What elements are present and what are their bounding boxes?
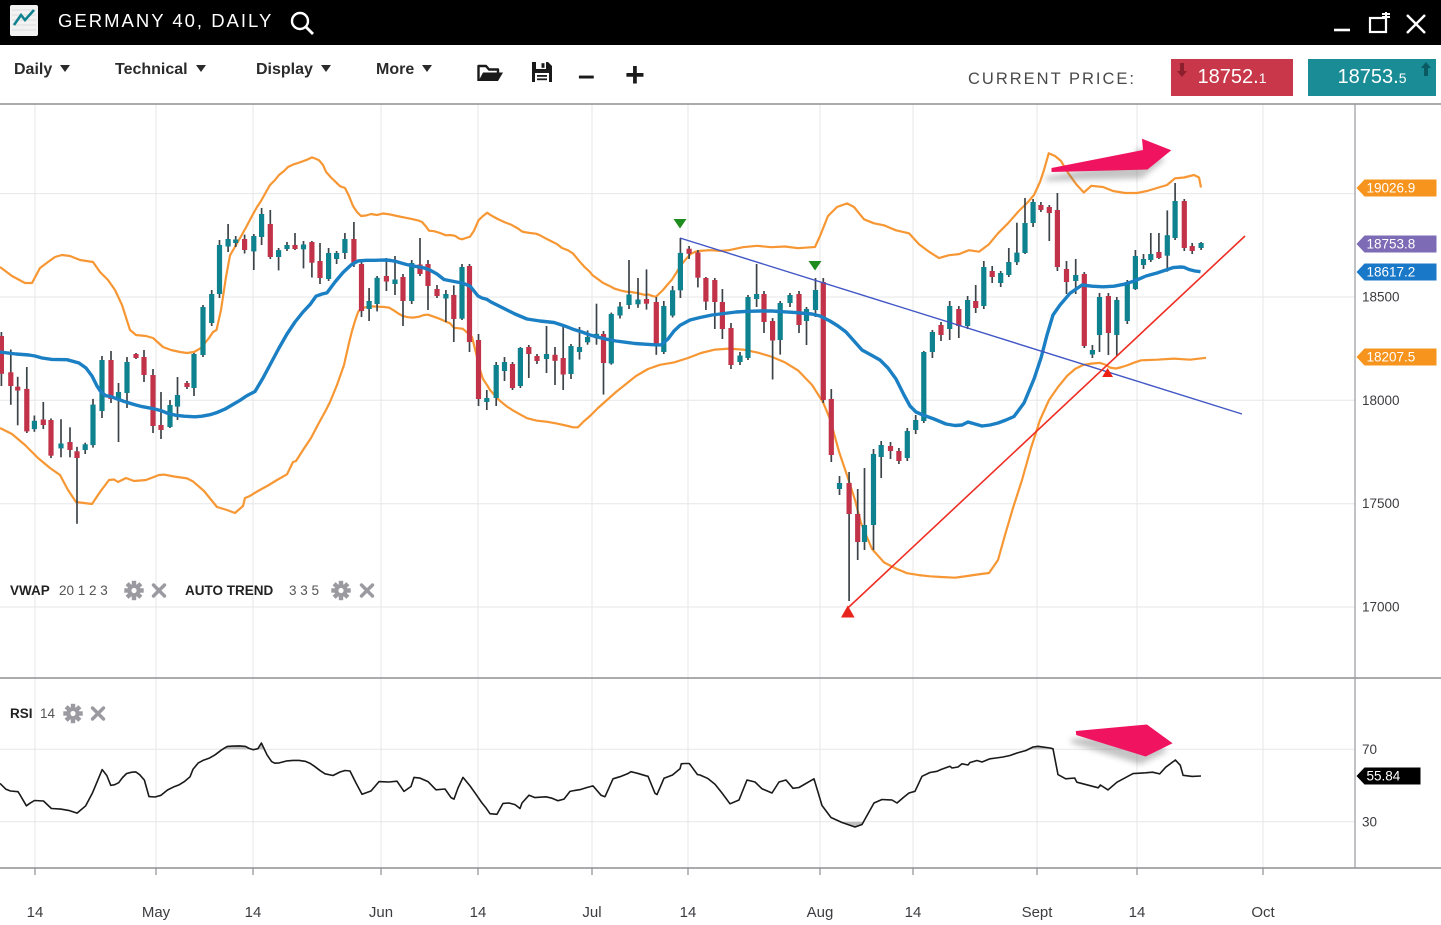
svg-text:70: 70	[1362, 742, 1377, 757]
svg-text:17500: 17500	[1362, 496, 1400, 511]
svg-text:Aug: Aug	[807, 904, 834, 921]
svg-text:55.84: 55.84	[1367, 769, 1401, 784]
svg-text:18617.2: 18617.2	[1367, 265, 1416, 280]
svg-text:30: 30	[1362, 814, 1377, 829]
svg-text:18500: 18500	[1362, 290, 1400, 305]
svg-text:14: 14	[40, 706, 56, 721]
svg-text:14: 14	[470, 904, 487, 921]
svg-text:RSI: RSI	[10, 706, 33, 721]
svg-text:14: 14	[27, 904, 44, 921]
svg-text:Sept: Sept	[1022, 904, 1054, 921]
svg-text:Oct: Oct	[1251, 904, 1275, 921]
svg-text:AUTO TREND: AUTO TREND	[185, 583, 274, 598]
svg-text:14: 14	[245, 904, 262, 921]
svg-text:14: 14	[680, 904, 697, 921]
svg-text:19026.9: 19026.9	[1367, 181, 1416, 196]
svg-text:18000: 18000	[1362, 393, 1400, 408]
svg-text:18207.5: 18207.5	[1367, 350, 1416, 365]
svg-text:14: 14	[1129, 904, 1146, 921]
svg-text:Jun: Jun	[369, 904, 393, 921]
svg-text:VWAP: VWAP	[10, 583, 50, 598]
svg-text:14: 14	[905, 904, 922, 921]
svg-text:17000: 17000	[1362, 600, 1400, 615]
svg-text:3 3 5: 3 3 5	[289, 583, 319, 598]
svg-text:Jul: Jul	[582, 904, 601, 921]
svg-text:18753.8: 18753.8	[1367, 237, 1416, 252]
svg-text:May: May	[142, 904, 171, 921]
svg-text:20 1 2 3: 20 1 2 3	[59, 583, 108, 598]
